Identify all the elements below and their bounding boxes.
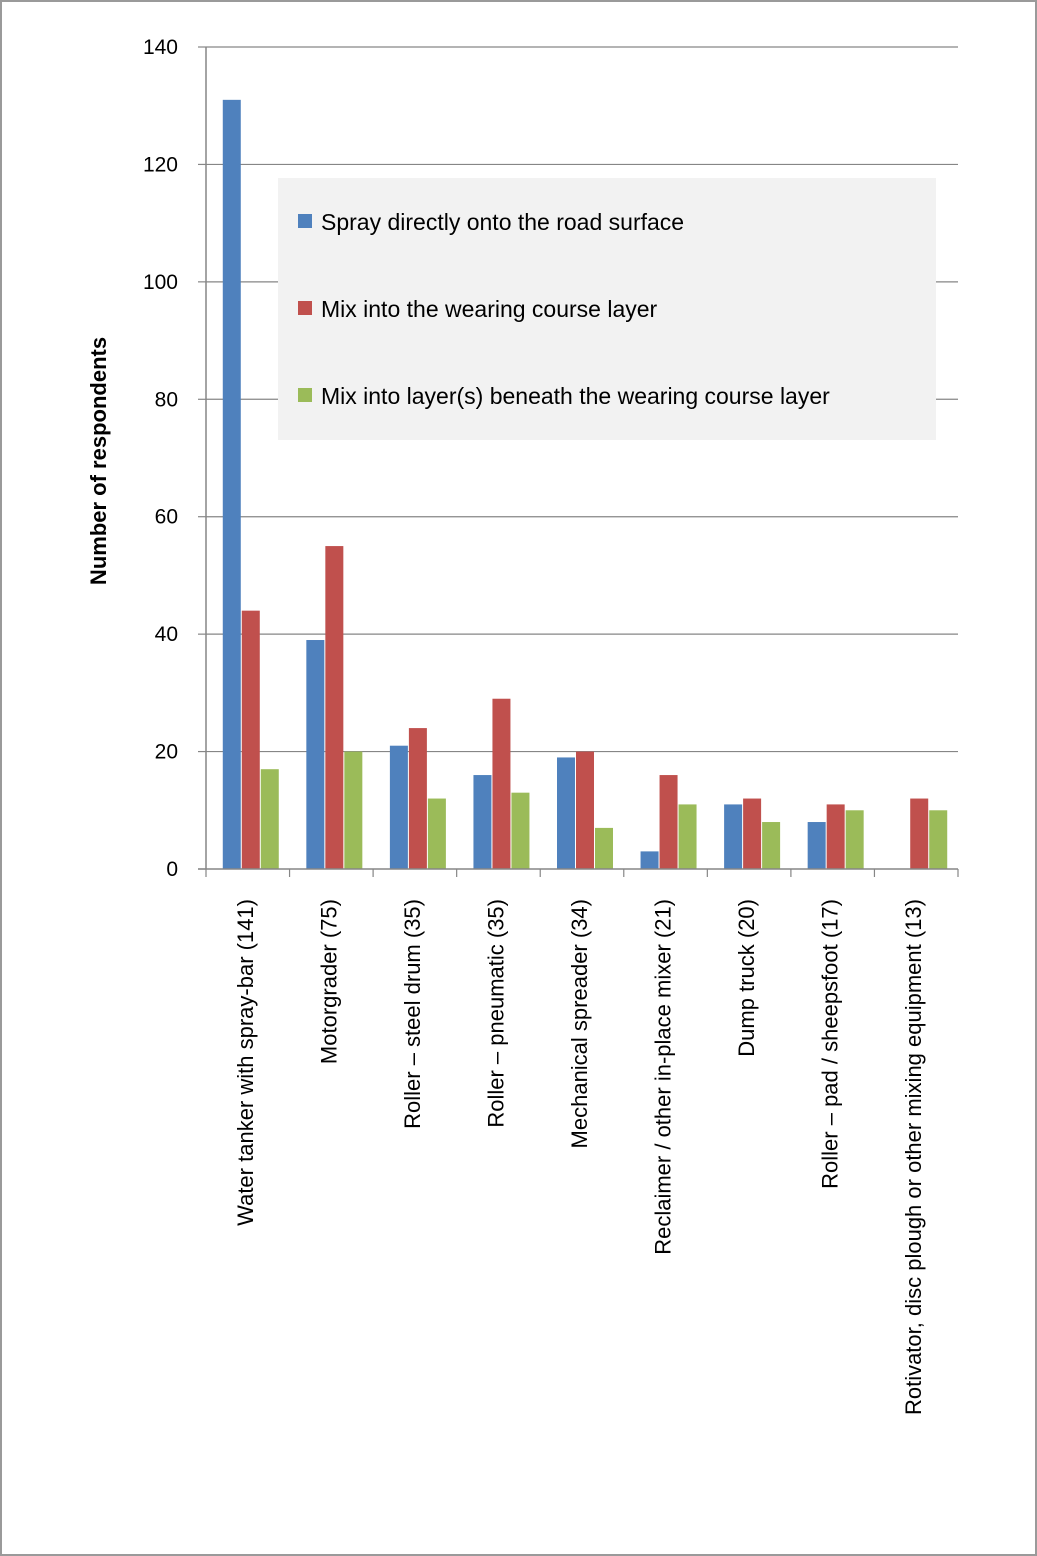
legend-label: Mix into the wearing course layer [321,296,658,322]
bar [389,745,408,869]
legend-swatch [298,388,312,402]
bar [427,798,446,869]
bar [724,804,743,869]
x-category-label: Reclaimer / other in-place mixer (21) [651,899,676,1255]
bar [576,751,594,869]
bar [344,751,363,869]
y-tick-label: 0 [166,858,178,881]
y-tick-label: 140 [143,36,178,59]
legend-label: Mix into layer(s) beneath the wearing co… [321,383,830,409]
x-category-labels: Water tanker with spray-bar (141) Motorgr… [205,869,959,1415]
bar [492,698,511,869]
bar [762,822,781,869]
y-tick-label: 40 [155,623,178,646]
bar [910,798,929,869]
x-category-label: Roller – steel drum (35) [400,899,425,1129]
x-category-label: Roller – pad / sheepsfoot (17) [818,899,843,1189]
y-tick-label: 20 [155,741,178,764]
x-category-label: Motorgrader (75) [316,899,341,1064]
y-tick-label: 80 [155,388,178,411]
bar [325,546,344,869]
bar [929,810,948,869]
y-tick-label: 60 [155,506,178,529]
y-tick-label: 100 [143,271,178,294]
bar [241,610,260,869]
y-axis-title: Number of respondents [86,337,111,585]
bar [595,827,613,869]
bars [222,99,948,870]
legend-swatch [298,301,312,315]
x-category-label: Roller – pneumatic (35) [483,899,508,1128]
bar [557,757,575,869]
x-category-label: Dump truck (20) [734,899,759,1057]
bar [306,640,325,869]
bar [678,804,697,869]
bar [222,99,241,870]
bar [408,728,427,869]
x-category-label: Rotivator, disc plough or other mixing e… [901,899,926,1415]
bar [826,804,845,869]
legend-box [278,178,936,440]
bar [807,822,826,869]
y-tick-label: 120 [143,153,178,176]
legend-swatch [298,214,312,228]
bar [260,769,279,869]
bar [743,798,762,869]
bar [511,792,530,869]
legend-label: Spray directly onto the road surface [321,209,684,235]
y-tick-labels: 0 20 40 60 80 100 120 140 [143,36,178,881]
axes [198,47,958,870]
bar [473,775,492,869]
bar [640,851,659,869]
legend: Spray directly onto the road surface Mix … [278,178,936,440]
bar [659,775,678,869]
bar [845,810,864,869]
x-category-label: Mechanical spreader (34) [567,899,592,1148]
x-category-label: Water tanker with spray-bar (141) [233,899,258,1226]
